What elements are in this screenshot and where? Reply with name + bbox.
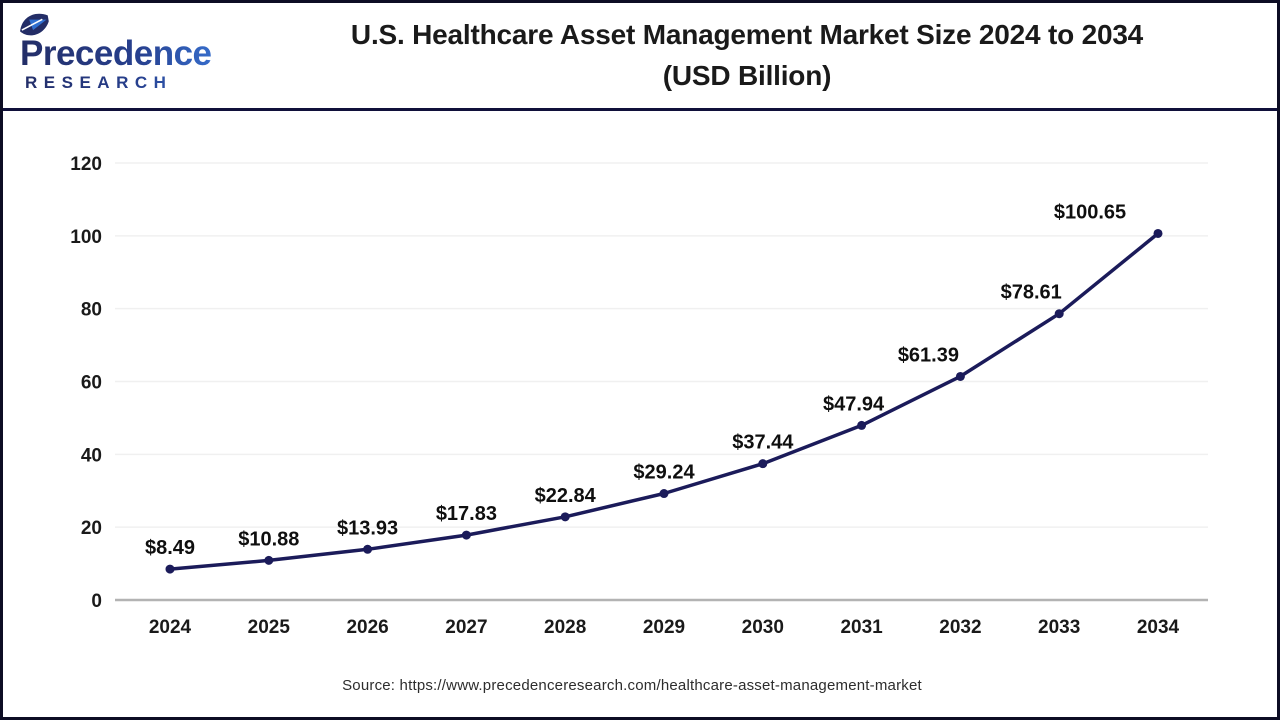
x-tick-label: 2027 (445, 617, 487, 638)
x-tick-label: 2026 (346, 617, 388, 638)
data-point (165, 564, 175, 574)
y-tick-label: 80 (81, 300, 102, 321)
y-tick-label: 20 (81, 518, 102, 539)
x-tick-label: 2032 (939, 617, 981, 638)
data-point (560, 512, 570, 522)
data-point-labels: $8.49 $10.88 $13.93 $17.83 $22.84 $29.24 $37.4… (145, 201, 1126, 559)
x-tick-label: 2031 (840, 617, 883, 638)
data-point-label: $17.83 (436, 503, 497, 525)
data-point (1054, 309, 1064, 319)
data-point (758, 459, 768, 469)
precedence-research-logo: Precedence RESEARCH (20, 13, 212, 92)
x-tick-label: 2028 (544, 617, 586, 638)
page-title: U.S. Healthcare Asset Management Market … (253, 15, 1277, 96)
leaf-icon (20, 13, 49, 36)
brand-logo: Precedence RESEARCH (3, 12, 253, 99)
x-tick-label: 2034 (1137, 617, 1180, 638)
data-point-label: $100.65 (1054, 201, 1126, 223)
logo-wordmark: Precedence (20, 34, 212, 73)
gridlines (115, 162, 1208, 602)
y-tick-label: 100 (70, 227, 102, 248)
y-tick-label: 0 (91, 591, 102, 612)
data-point-label: $22.84 (535, 485, 597, 507)
data-point-label: $8.49 (145, 537, 195, 559)
header: Precedence RESEARCH U.S. Healthcare Asse… (3, 3, 1277, 111)
data-point-label: $37.44 (732, 432, 794, 454)
data-point (264, 555, 274, 565)
y-axis-labels: 0 20 40 60 80 100 120 (70, 154, 102, 612)
data-point-label: $10.88 (238, 528, 299, 550)
data-point-label: $61.39 (898, 344, 959, 366)
y-tick-label: 40 (81, 445, 102, 466)
chart-section: 0 20 40 60 80 100 120 2024 2025 2026 2027 2028 2029 2… (3, 111, 1277, 717)
data-point-label: $29.24 (633, 462, 695, 484)
data-point (857, 420, 867, 430)
x-tick-label: 2030 (742, 617, 784, 638)
data-point (461, 530, 471, 540)
data-point (1153, 228, 1163, 238)
x-tick-label: 2025 (248, 617, 291, 638)
data-point (363, 544, 373, 554)
y-tick-label: 120 (70, 154, 102, 175)
y-tick-label: 60 (81, 373, 102, 394)
title-line-1: U.S. Healthcare Asset Management Market … (350, 18, 1144, 50)
logo-subtitle: RESEARCH (25, 73, 172, 92)
title-line-2: (USD Billion) (662, 59, 832, 91)
data-point-label: $47.94 (823, 393, 885, 415)
source-text: Source: https://www.precedenceresearch.c… (342, 677, 922, 694)
x-tick-label: 2024 (149, 617, 192, 638)
x-tick-label: 2033 (1038, 617, 1080, 638)
x-tick-label: 2029 (643, 617, 685, 638)
data-point-label: $13.93 (337, 517, 398, 539)
x-axis-labels: 2024 2025 2026 2027 2028 2029 2030 2031 2032 2033… (149, 617, 1180, 638)
data-point (955, 371, 965, 381)
data-point (659, 489, 669, 499)
data-point-label: $78.61 (1001, 282, 1062, 304)
data-points (165, 228, 1163, 574)
